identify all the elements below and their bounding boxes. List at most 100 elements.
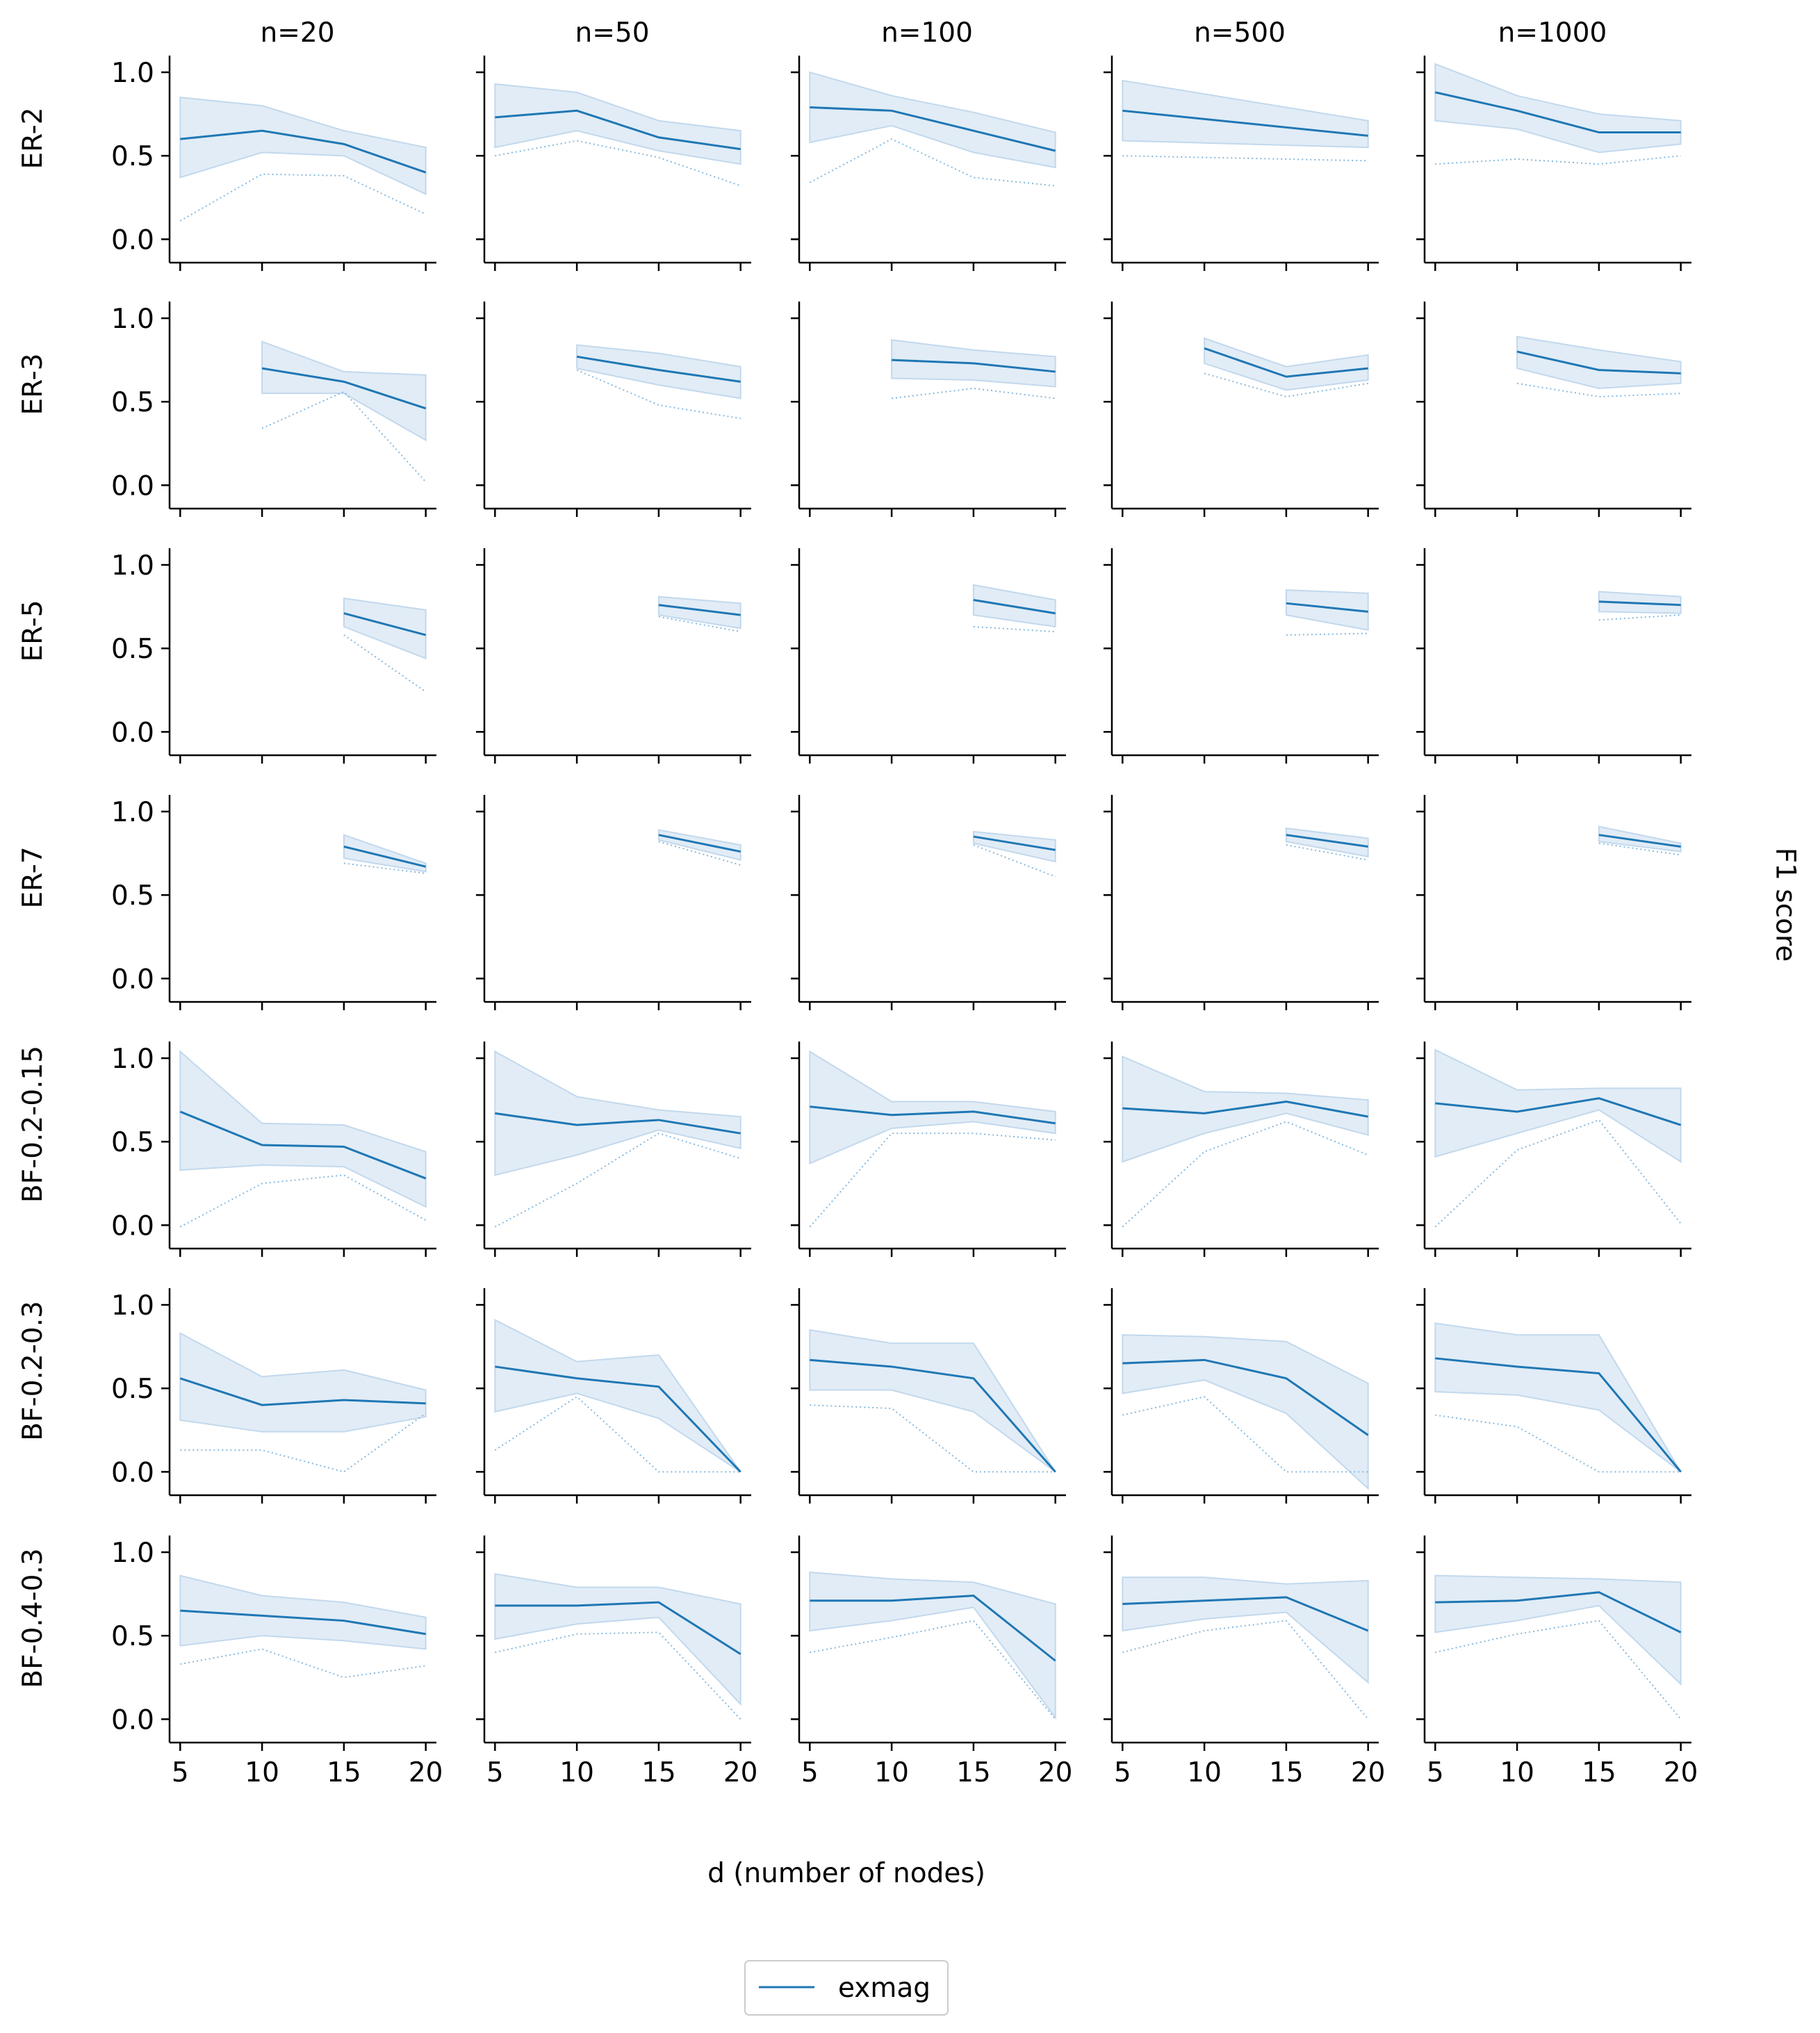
- panel-er-7-n50: [476, 795, 751, 1010]
- x-axis-label: d (number of nodes): [707, 1858, 985, 1889]
- y-tick-label: 0.0: [111, 224, 154, 256]
- x-tick-label: 15: [956, 1757, 991, 1788]
- min-line: [1286, 632, 1368, 636]
- confidence-band: [1122, 1577, 1369, 1684]
- y-tick-label: 1.0: [111, 550, 154, 582]
- mean-line-exmag: [495, 1112, 741, 1135]
- confidence-band: [179, 1574, 427, 1650]
- y-tick-label: 1.0: [111, 1290, 154, 1322]
- y-tick-label: 0.5: [111, 1374, 154, 1405]
- y-tick-label: 0.5: [111, 387, 154, 418]
- x-tick-label: 15: [1269, 1757, 1304, 1788]
- confidence-band: [1122, 1334, 1369, 1490]
- y-tick-label: 0.0: [111, 1210, 154, 1242]
- mean-line-exmag: [180, 129, 427, 174]
- x-tick-label: 10: [245, 1757, 279, 1788]
- mean-line-exmag: [810, 1594, 1056, 1662]
- panel-er-5-n1000: [1416, 548, 1691, 764]
- confidence-band: [494, 1050, 741, 1176]
- confidence-band: [1204, 337, 1369, 391]
- panel-bf-0.2-0.15-n1000: [1416, 1042, 1691, 1257]
- mean-line-exmag: [810, 106, 1056, 152]
- mean-line-exmag: [261, 367, 427, 410]
- min-line: [1122, 1620, 1369, 1720]
- min-line: [810, 1404, 1056, 1473]
- confidence-band: [1516, 336, 1682, 389]
- x-tick-label: 15: [641, 1757, 676, 1788]
- panel-er-3-n100: [791, 302, 1066, 517]
- x-tick-label: 5: [801, 1757, 819, 1788]
- mean-line-exmag: [1122, 1358, 1369, 1436]
- min-line: [179, 173, 427, 222]
- panel-er-2-n20: 0.0 0.5 1.0 n=20 ER-2: [17, 17, 436, 271]
- min-line: [809, 1133, 1056, 1228]
- panel-er-7-n500: [1104, 795, 1379, 1010]
- x-tick-label: 5: [1427, 1757, 1444, 1788]
- confidence-band: [657, 595, 741, 629]
- x-tick-label: 5: [486, 1757, 504, 1788]
- panel-bf-0.2-0.3-n100: [791, 1288, 1066, 1504]
- mean-line-exmag: [1516, 350, 1681, 374]
- confidence-band: [1285, 589, 1369, 631]
- confidence-band: [1285, 827, 1369, 858]
- panel-bf-0.2-0.15-n20: 0.0 0.5 1.0 BF-0.2-0.15: [17, 1042, 436, 1257]
- x-tick-label: 10: [559, 1757, 594, 1788]
- min-line: [1435, 1414, 1681, 1473]
- y-tick-label: 0.5: [111, 141, 154, 172]
- mean-line-exmag: [1286, 834, 1368, 848]
- y-tick-label: 0.0: [111, 470, 154, 502]
- confidence-band: [657, 829, 741, 862]
- panel-bf-0.4-0.3-n50: 5 10 15 20: [476, 1536, 758, 1788]
- min-line: [1122, 1121, 1369, 1228]
- y-tick-label: 1.0: [111, 1538, 154, 1569]
- mean-line-exmag: [1286, 602, 1368, 613]
- panel-er-2-n500: n=500: [1104, 17, 1379, 271]
- panel-bf-0.2-0.3-n20: 0.0 0.5 1.0 BF-0.2-0.3: [17, 1288, 436, 1504]
- mean-line-exmag: [810, 1105, 1056, 1125]
- min-line: [343, 862, 426, 874]
- panel-er-3-n1000: [1416, 302, 1691, 517]
- panel-er-7-n1000: [1416, 795, 1691, 1010]
- mean-line-exmag: [179, 1110, 427, 1180]
- y-tick-label: 0.5: [111, 1621, 154, 1652]
- column-title: n=100: [881, 17, 973, 49]
- mean-line-exmag: [1435, 1591, 1682, 1633]
- min-line: [973, 625, 1056, 633]
- x-tick-label: 15: [1582, 1757, 1616, 1788]
- mean-line-exmag: [1598, 600, 1681, 607]
- legend-label-exmag: exmag: [838, 1973, 931, 2004]
- panel-er-3-n500: [1104, 302, 1379, 517]
- y-tick-label: 0.5: [111, 880, 154, 912]
- panel-bf-0.4-0.3-n1000: 5 10 15 20: [1416, 1536, 1698, 1788]
- mean-line-exmag: [343, 612, 427, 636]
- min-line: [1286, 844, 1368, 861]
- panel-bf-0.4-0.3-n500: 5 10 15 20: [1104, 1536, 1386, 1788]
- confidence-band: [179, 1332, 427, 1433]
- row-title: BF-0.2-0.3: [17, 1301, 49, 1440]
- min-line: [179, 1174, 427, 1228]
- panel-bf-0.2-0.15-n50: [476, 1042, 751, 1257]
- mean-line-exmag: [179, 1377, 426, 1406]
- confidence-band: [1122, 1055, 1369, 1163]
- confidence-band: [494, 1319, 741, 1473]
- panel-er-2-n100: n=100: [791, 17, 1066, 271]
- min-line: [809, 138, 1056, 187]
- min-line: [1435, 155, 1681, 165]
- panel-bf-0.2-0.15-n100: [791, 1042, 1066, 1257]
- confidence-band: [261, 340, 427, 442]
- min-line: [261, 390, 427, 483]
- x-tick-label: 10: [1187, 1757, 1222, 1788]
- panel-bf-0.2-0.3-n500: [1104, 1288, 1379, 1504]
- mean-line-exmag: [1204, 347, 1368, 378]
- min-line: [1598, 614, 1681, 621]
- y-tick-label: 0.0: [111, 964, 154, 995]
- min-line: [494, 1133, 741, 1228]
- row-title: ER-2: [17, 107, 49, 169]
- x-tick-label: 20: [1038, 1757, 1073, 1788]
- confidence-band: [179, 96, 427, 196]
- row-title: BF-0.2-0.15: [17, 1046, 49, 1203]
- y-axis-label: F1 score: [1770, 848, 1801, 962]
- x-tick-label: 15: [327, 1757, 361, 1788]
- mean-line-exmag: [1122, 109, 1368, 137]
